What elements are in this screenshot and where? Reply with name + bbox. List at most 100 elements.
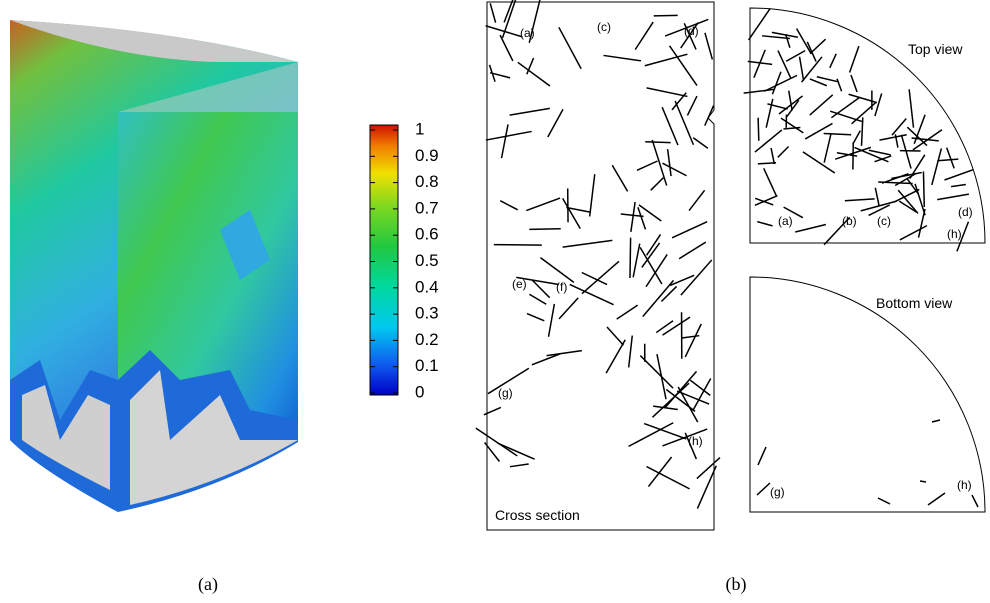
fiber <box>771 31 799 38</box>
fiber <box>851 101 877 125</box>
fiber <box>603 54 642 62</box>
fiber <box>747 60 773 66</box>
fiber <box>753 49 766 79</box>
fiber <box>795 223 827 233</box>
bottom-view-title: Bottom view <box>876 295 953 311</box>
fiber-label: (e) <box>512 277 527 291</box>
fiber <box>684 323 702 358</box>
fiber <box>852 130 861 145</box>
cross-section-frame <box>486 1 715 531</box>
fiber <box>844 198 875 202</box>
fiber <box>785 49 806 62</box>
fiber <box>922 171 926 207</box>
fiber <box>809 94 834 116</box>
fiber <box>558 26 582 70</box>
fiber <box>630 201 636 232</box>
colorbar-label: 0.3 <box>415 304 439 323</box>
fiber <box>665 388 696 412</box>
fiber <box>646 465 690 490</box>
fiber <box>704 105 715 126</box>
colorbar-label: 0.4 <box>415 277 439 296</box>
fiber <box>906 177 920 195</box>
cross-section-title: Cross section <box>495 507 580 523</box>
fiber <box>653 405 678 411</box>
fiber <box>588 174 596 217</box>
fiber <box>611 164 629 192</box>
fiber <box>671 221 708 239</box>
colorbar-label: 0.8 <box>415 172 439 191</box>
fiber-label: (h) <box>947 227 962 241</box>
fiber <box>485 130 532 141</box>
fiber <box>891 118 907 136</box>
fiber <box>786 99 800 118</box>
fiber-label: (h) <box>688 434 703 448</box>
fiber <box>874 93 883 117</box>
render <box>10 20 298 512</box>
fiber <box>944 168 974 181</box>
fiber <box>783 206 804 219</box>
fiber <box>763 167 778 197</box>
fiber <box>848 93 878 104</box>
fiber <box>489 71 511 79</box>
fiber <box>637 207 647 230</box>
fiber <box>488 64 496 82</box>
fiber <box>696 456 721 480</box>
fiber <box>546 349 582 357</box>
fiber <box>562 239 613 248</box>
fiber <box>783 126 801 130</box>
fiber <box>757 220 773 227</box>
fiber <box>669 274 695 287</box>
fiber <box>912 129 943 151</box>
fiber <box>757 117 760 141</box>
fiber <box>655 320 674 334</box>
fiber <box>898 200 917 213</box>
colorbar-label: 0.9 <box>415 146 439 165</box>
fiber-label: (a) <box>520 26 535 40</box>
fiber <box>937 158 959 162</box>
fiber <box>531 353 561 366</box>
fiber <box>620 213 644 218</box>
fiber <box>770 147 776 165</box>
fiber <box>529 228 561 231</box>
fiber <box>569 283 614 306</box>
fiber <box>911 137 939 142</box>
fiber <box>874 187 880 206</box>
fiber <box>914 183 926 216</box>
fiber <box>645 141 671 144</box>
fiber <box>664 370 698 409</box>
fiber <box>661 106 679 146</box>
fiber <box>747 8 771 41</box>
fiber <box>868 149 891 156</box>
fiber <box>531 279 551 299</box>
fiber <box>539 257 575 283</box>
fiber <box>644 53 688 67</box>
colorbar-label: 0.6 <box>415 225 439 244</box>
fiber <box>489 3 497 23</box>
fiber <box>662 316 691 336</box>
fiber <box>836 152 858 157</box>
fiber <box>526 197 561 212</box>
fiber <box>500 124 509 159</box>
fiber <box>692 137 709 149</box>
fiber <box>897 189 919 214</box>
fiber <box>696 465 717 509</box>
fiber <box>777 145 790 158</box>
fiber <box>689 379 711 396</box>
fiber <box>754 129 783 153</box>
fiber <box>761 35 791 40</box>
fiber <box>632 243 641 278</box>
fiber <box>503 0 514 23</box>
fiber <box>823 133 832 163</box>
fiber <box>639 355 674 389</box>
fiber <box>475 427 518 457</box>
fiber <box>639 247 663 285</box>
fiber <box>660 285 678 303</box>
fiber <box>860 200 897 212</box>
bottom-view-frame <box>749 276 986 513</box>
fiber <box>651 382 690 418</box>
fiber <box>566 206 591 213</box>
fiber <box>795 28 812 55</box>
colorbar: 0 0.1 0.2 0.3 0.4 0.5 0.6 0.7 0.8 0.9 1 <box>369 119 439 401</box>
fiber <box>894 188 920 203</box>
fiber <box>628 422 674 448</box>
